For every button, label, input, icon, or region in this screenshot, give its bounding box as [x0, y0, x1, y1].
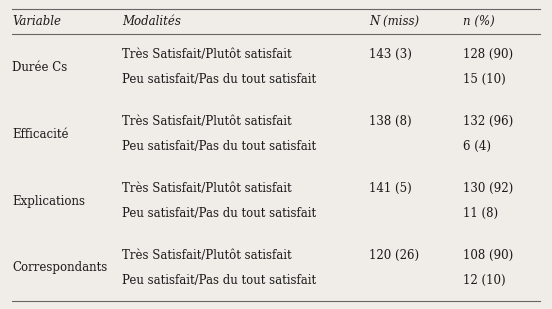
Text: Très Satisfait/Plutôt satisfait: Très Satisfait/Plutôt satisfait: [122, 115, 292, 128]
Text: 12 (10): 12 (10): [463, 274, 506, 287]
Text: 138 (8): 138 (8): [369, 115, 412, 128]
Text: 143 (3): 143 (3): [369, 48, 412, 61]
Text: Efficacité: Efficacité: [12, 128, 69, 141]
Text: 132 (96): 132 (96): [463, 115, 513, 128]
Text: Modalités: Modalités: [122, 15, 181, 28]
Text: Durée Cs: Durée Cs: [12, 61, 68, 74]
Text: Peu satisfait/Pas du tout satisfait: Peu satisfait/Pas du tout satisfait: [122, 140, 316, 153]
Text: 11 (8): 11 (8): [463, 207, 498, 220]
Text: Variable: Variable: [12, 15, 61, 28]
Text: Très Satisfait/Plutôt satisfait: Très Satisfait/Plutôt satisfait: [122, 48, 292, 61]
Text: n (%): n (%): [463, 15, 495, 28]
Text: 141 (5): 141 (5): [369, 182, 412, 195]
Text: Très Satisfait/Plutôt satisfait: Très Satisfait/Plutôt satisfait: [122, 249, 292, 262]
Text: Peu satisfait/Pas du tout satisfait: Peu satisfait/Pas du tout satisfait: [122, 274, 316, 287]
Text: Très Satisfait/Plutôt satisfait: Très Satisfait/Plutôt satisfait: [122, 182, 292, 195]
Text: 108 (90): 108 (90): [463, 249, 513, 262]
Text: Correspondants: Correspondants: [12, 261, 108, 274]
Text: Peu satisfait/Pas du tout satisfait: Peu satisfait/Pas du tout satisfait: [122, 73, 316, 86]
Text: 6 (4): 6 (4): [463, 140, 491, 153]
Text: 128 (90): 128 (90): [463, 48, 513, 61]
Text: Peu satisfait/Pas du tout satisfait: Peu satisfait/Pas du tout satisfait: [122, 207, 316, 220]
Text: 120 (26): 120 (26): [369, 249, 420, 262]
Text: 130 (92): 130 (92): [463, 182, 513, 195]
Text: N (miss): N (miss): [369, 15, 420, 28]
Text: Explications: Explications: [12, 194, 86, 208]
Text: 15 (10): 15 (10): [463, 73, 506, 86]
